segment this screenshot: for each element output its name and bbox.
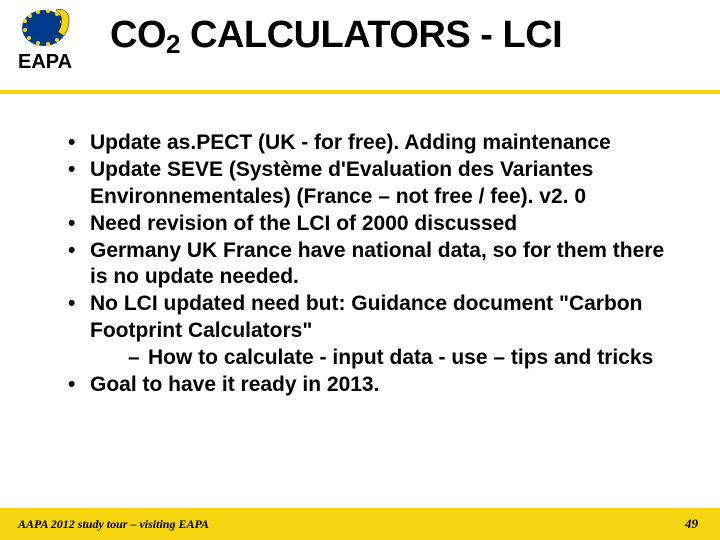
title-suffix: CALCULATORS - LCI <box>180 14 562 56</box>
content-area: Update as.PECT (UK - for free). Adding m… <box>60 130 680 399</box>
list-item: Need revision of the LCI of 2000 discuss… <box>60 211 680 238</box>
title-prefix: CO <box>110 14 166 56</box>
bullet-text: How to calculate - input data - use – ti… <box>148 346 653 369</box>
page-title: CO2 CALCULATORS - LCI <box>110 14 562 57</box>
list-item: Update as.PECT (UK - for free). Adding m… <box>60 130 680 157</box>
footer-text: AAPA 2012 study tour – visiting EAPA <box>18 517 209 532</box>
page-number: 49 <box>685 516 698 532</box>
bullet-text: No LCI updated need but: Guidance docume… <box>90 292 642 342</box>
list-item: Update SEVE (Système d'Evaluation des Va… <box>60 157 680 211</box>
list-item: Germany UK France have national data, so… <box>60 238 680 292</box>
bullet-text: Goal to have it ready in 2013. <box>90 373 379 396</box>
bullet-text: Update as.PECT (UK - for free). Adding m… <box>90 131 611 154</box>
bullet-text: Update SEVE (Système d'Evaluation des Va… <box>90 158 593 208</box>
list-item: No LCI updated need but: Guidance docume… <box>60 291 680 372</box>
footer: AAPA 2012 study tour – visiting EAPA 49 <box>0 508 720 540</box>
bullet-text: Germany UK France have national data, so… <box>90 239 664 289</box>
sub-list-item: How to calculate - input data - use – ti… <box>90 345 680 372</box>
bullet-list: Update as.PECT (UK - for free). Adding m… <box>60 130 680 399</box>
header: EAPA CO2 CALCULATORS - LCI <box>0 0 720 94</box>
title-subscript: 2 <box>166 29 180 59</box>
header-rule <box>0 90 720 94</box>
eapa-logo: EAPA <box>12 6 90 76</box>
list-item: Goal to have it ready in 2013. <box>60 372 680 399</box>
bullet-text: Need revision of the LCI of 2000 discuss… <box>90 212 517 235</box>
logo-text: EAPA <box>18 51 72 73</box>
